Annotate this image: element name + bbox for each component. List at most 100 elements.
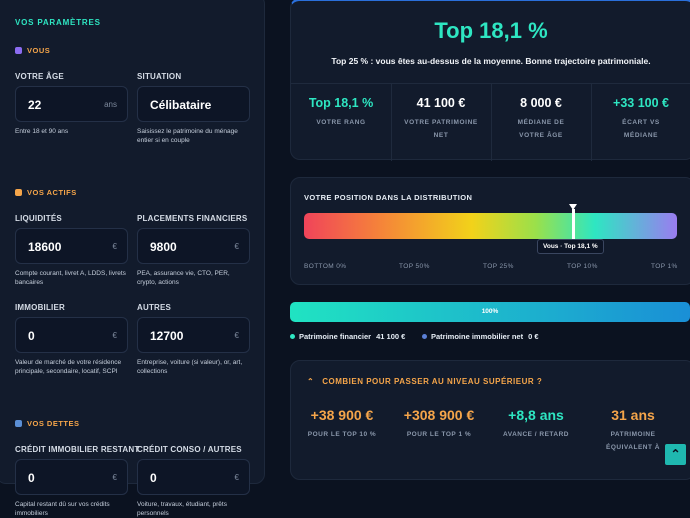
input-field[interactable]: 0 € <box>15 317 128 353</box>
input-value: 18600 <box>28 240 62 254</box>
input-field[interactable]: 0 € <box>137 459 250 495</box>
input-field[interactable]: 12700 € <box>137 317 250 353</box>
input-unit: € <box>234 331 239 340</box>
input-value: 22 <box>28 98 42 112</box>
input-field[interactable]: 0 € <box>15 459 128 495</box>
section-title-text: VOS DETTES <box>27 419 80 428</box>
input-value: 9800 <box>150 240 177 254</box>
input-value: Célibataire <box>150 98 212 112</box>
field-label: AUTRES <box>137 303 172 312</box>
next-level-label: PATRIMOINE ÉQUIVALENT À <box>606 431 660 451</box>
next-level-title-text: COMBIEN POUR PASSER AU NIVEAU SUPÉRIEUR … <box>322 377 543 386</box>
legend-dot <box>290 334 295 339</box>
legend-entry: Patrimoine financier 41 100 € <box>299 332 405 341</box>
input-value: 12700 <box>150 329 184 343</box>
input-unit: ans <box>104 100 117 109</box>
legend-dot <box>422 334 427 339</box>
distribution-card: VOTRE POSITION DANS LA DISTRIBUTION Vous… <box>290 177 690 285</box>
legend-value: 41 100 € <box>376 332 406 341</box>
input-field[interactable]: 18600 € <box>15 228 128 264</box>
section-icon <box>15 189 22 196</box>
field-label: PLACEMENTS FINANCIERS <box>137 214 248 223</box>
next-level-stat: +38 900 € POUR LE TOP 10 % <box>293 407 391 441</box>
next-level-value: +38 900 € <box>310 407 374 423</box>
scale-label: TOP 25% <box>483 263 514 270</box>
field-label: CRÉDIT IMMOBILIER RESTANT <box>15 445 140 454</box>
field-hint: Capital restant dû sur vos crédits immob… <box>15 501 110 517</box>
next-level-label: POUR LE TOP 1 % <box>406 431 472 438</box>
stat-label: ÉCART VS MÉDIANE <box>622 119 660 139</box>
field-label: IMMOBILIER <box>15 303 65 312</box>
scale-label: TOP 1% <box>651 263 678 270</box>
next-level-label: POUR LE TOP 10 % <box>307 431 377 438</box>
field-hint: Voiture, travaux, étudiant, prêts person… <box>137 501 227 517</box>
marker-tooltip: Vous · Top 18,1 % <box>537 239 604 254</box>
next-level-title: ⌃ COMBIEN POUR PASSER AU NIVEAU SUPÉRIEUR… <box>307 377 542 386</box>
stat: Top 18,1 % VOTRE RANG <box>291 96 391 129</box>
stat-divider <box>591 84 592 161</box>
legend-name: Patrimoine financier <box>299 332 372 341</box>
legend-name: Patrimoine immobilier net <box>431 332 524 341</box>
legend-value: 0 € <box>528 332 539 341</box>
stat-value: Top 18,1 % <box>308 96 374 110</box>
next-level-value: +8,8 ans <box>508 407 564 423</box>
input-unit: € <box>234 242 239 251</box>
stat: 8 000 € MÉDIANE DE VOTRE ÂGE <box>491 96 591 142</box>
input-unit: € <box>112 473 117 482</box>
section-title-text: VOUS <box>27 46 51 55</box>
input-unit: € <box>234 473 239 482</box>
scroll-top-button[interactable]: ⌃ <box>665 444 686 465</box>
section-icon <box>15 420 22 427</box>
field-label: LIQUIDITÉS <box>15 214 62 223</box>
divider <box>291 83 690 84</box>
next-level-stat: 31 ans PATRIMOINE ÉQUIVALENT À <box>584 407 682 454</box>
subtitle: Top 25 % : vous êtes au-dessus de la moy… <box>331 56 651 66</box>
composition-bar: 100% <box>290 302 690 322</box>
section-title: VOS ACTIFS <box>15 188 77 197</box>
section-title: VOS DETTES <box>15 419 80 428</box>
next-level-stat: +8,8 ans AVANCE / RETARD <box>487 407 585 441</box>
input-unit: € <box>112 331 117 340</box>
distribution-bar <box>304 213 677 239</box>
scale-label: TOP 50% <box>399 263 430 270</box>
field-label: SITUATION <box>137 72 182 81</box>
field-label: CRÉDIT CONSO / AUTRES <box>137 445 242 454</box>
input-unit: € <box>112 242 117 251</box>
scale-label: BOTTOM 0% <box>304 263 347 270</box>
marker-arrow <box>569 204 577 210</box>
input-value: 0 <box>28 471 35 485</box>
field-hint: Compte courant, livret A, LDDS, livrets … <box>15 270 126 286</box>
input-field[interactable]: 9800 € <box>137 228 250 264</box>
section-title: VOUS <box>15 46 50 55</box>
input-field[interactable]: Célibataire <box>137 86 250 122</box>
field-hint: Entre 18 et 90 ans <box>15 128 69 135</box>
scale-label: TOP 10% <box>567 263 598 270</box>
stat-value: +33 100 € <box>613 96 669 110</box>
field-label: VOTRE ÂGE <box>15 72 64 81</box>
position-marker <box>572 209 575 239</box>
stat-divider <box>391 84 392 161</box>
stat-label: VOTRE PATRIMOINE NET <box>404 119 478 139</box>
next-level-value: 31 ans <box>611 407 655 423</box>
stat: 41 100 € VOTRE PATRIMOINE NET <box>391 96 491 142</box>
stat-label: MÉDIANE DE VOTRE ÂGE <box>517 119 565 139</box>
field-hint: Valeur de marché de votre résidence prin… <box>15 359 122 375</box>
distribution-title: VOTRE POSITION DANS LA DISTRIBUTION <box>304 193 473 202</box>
next-level-value: +308 900 € <box>403 407 475 423</box>
input-field[interactable]: 22 ans <box>15 86 128 122</box>
stat-value: 8 000 € <box>520 96 562 110</box>
headline: Top 18,1 % <box>434 18 548 43</box>
stat-divider <box>491 84 492 161</box>
legend-entry: Patrimoine immobilier net 0 € <box>431 332 539 341</box>
stat-label: VOTRE RANG <box>316 119 366 126</box>
field-hint: Saisissez le patrimoine du ménage entier… <box>137 128 238 144</box>
input-value: 0 <box>150 471 157 485</box>
next-level-label: AVANCE / RETARD <box>503 431 569 438</box>
field-hint: Entreprise, voiture (si valeur), or, art… <box>137 359 243 375</box>
stat: +33 100 € ÉCART VS MÉDIANE <box>591 96 690 142</box>
input-value: 0 <box>28 329 35 343</box>
field-hint: PEA, assurance vie, CTO, PER, crypto, ac… <box>137 270 230 286</box>
result-card: Top 18,1 % Top 25 % : vous êtes au-dessu… <box>290 0 690 161</box>
next-level-stat: +308 900 € POUR LE TOP 1 % <box>390 407 488 441</box>
